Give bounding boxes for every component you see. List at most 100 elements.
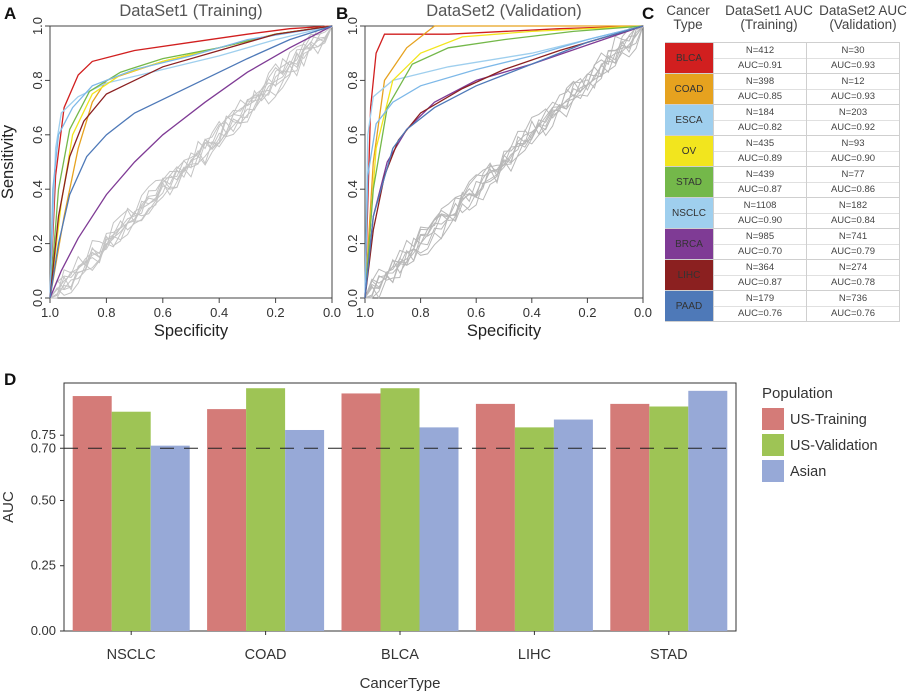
x-tick-label: 1.0 (41, 305, 59, 320)
roc-curve-esca (49, 25, 333, 299)
auc-value: AUC=0.90 (737, 215, 783, 227)
roc-curve-coad (364, 25, 643, 299)
x-tick-label: NSCLC (107, 647, 156, 663)
y-tick-label: 0.75 (31, 427, 56, 442)
bar-us-training-stad (610, 403, 650, 631)
auc-value: AUC=0.79 (830, 246, 876, 258)
legend-label-asian: Asian (790, 464, 826, 480)
sample-count: N=398 (714, 74, 806, 90)
roc-curve-blca (364, 25, 644, 299)
roc-curve-lihc (49, 25, 333, 299)
x-axis-title: Specificity (467, 322, 542, 340)
x-tick-label: STAD (650, 647, 688, 663)
roc-curve-paad (49, 25, 333, 299)
auc-bar-chart: 0.00 0.25 0.50 0.700.75 AUC NSCLC COAD BLCA LIHC… (0, 382, 878, 692)
auc-cell: N=274 AUC=0.78 (806, 260, 900, 290)
auc-value: AUC=0.86 (830, 184, 876, 196)
roc-curve-nsclc (49, 25, 333, 299)
y-tick-label: 0.50 (31, 492, 56, 507)
random-roc-curve (364, 25, 644, 299)
auc-cell: N=741 AUC=0.79 (806, 229, 900, 259)
y-tick-label: 0.2 (345, 235, 360, 253)
y-tick-label: 0.8 (345, 71, 360, 89)
roc-curve-paad (364, 25, 644, 299)
x-tick-label: LIHC (518, 647, 551, 663)
x-tick-label: 0.8 (412, 305, 430, 320)
auc-cell: N=398 AUC=0.85 (713, 74, 806, 104)
roc-chart-validation: DataSet2 (Validation) 1.0 0.8 0.6 0.4 0.2 0.0 0… (345, 2, 652, 340)
auc-cell: N=77 AUC=0.86 (806, 167, 900, 197)
x-tick-label: 0.2 (578, 305, 596, 320)
random-roc-curve (49, 25, 333, 299)
auc-cell: N=182 AUC=0.84 (806, 198, 900, 228)
auc-value: AUC=0.76 (830, 308, 876, 320)
x-tick-label: COAD (245, 647, 287, 663)
auc-value: AUC=0.78 (830, 277, 876, 289)
legend-swatch-us-training (762, 408, 784, 430)
sample-count: N=30 (807, 43, 899, 59)
y-tick-label: 0.0 (345, 289, 360, 307)
y-tick-label: 0.2 (30, 235, 45, 253)
auc-value: AUC=0.82 (737, 122, 783, 134)
sample-count: N=93 (807, 136, 899, 152)
x-tick-label: 0.6 (154, 305, 172, 320)
cancer-type-swatch: LIHC (665, 260, 713, 290)
table-row: LIHC N=364 AUC=0.87 N=274 AUC=0.78 (665, 260, 900, 291)
random-roc-curve (49, 25, 333, 299)
cancer-type-swatch: PAAD (665, 291, 713, 321)
roc-curve-blca (49, 25, 333, 299)
sample-count: N=1108 (714, 198, 806, 214)
bar-us-training-nsclc (72, 396, 112, 631)
table-row: OV N=435 AUC=0.89 N=93 AUC=0.90 (665, 136, 900, 167)
legend-label-us-validation: US-Validation (790, 438, 878, 454)
roc-curve-nsclc (364, 25, 644, 299)
auc-value: AUC=0.76 (737, 308, 783, 320)
auc-cell: N=435 AUC=0.89 (713, 136, 806, 166)
sample-count: N=736 (807, 291, 899, 307)
cancer-type-swatch: NSCLC (665, 198, 713, 228)
bar-asian-stad (688, 390, 728, 631)
sample-count: N=985 (714, 229, 806, 245)
sample-count: N=12 (807, 74, 899, 90)
bar-us-validation-coad (246, 388, 286, 631)
auc-cell: N=184 AUC=0.82 (713, 105, 806, 135)
auc-cell: N=736 AUC=0.76 (806, 291, 900, 321)
bar-us-training-coad (207, 409, 247, 631)
auc-cell: N=439 AUC=0.87 (713, 167, 806, 197)
table-header: Cancer Type DataSet1 AUC (Training) Data… (663, 2, 913, 40)
bar-us-training-lihc (475, 403, 515, 631)
random-roc-curve (364, 25, 643, 299)
y-tick-label: 0.4 (30, 180, 45, 198)
panel-label-c: C (642, 4, 654, 23)
bar-us-validation-stad (649, 406, 689, 631)
sample-count: N=77 (807, 167, 899, 183)
x-tick-label: 0.4 (523, 305, 541, 320)
y-axis-title: AUC (0, 491, 17, 523)
roc-chart-training: DataSet1 (Training) 1.0 0.8 0.6 0.4 0.2 0.0 0.0… (0, 2, 341, 340)
cancer-type-swatch: STAD (665, 167, 713, 197)
x-tick-label: 0.0 (634, 305, 652, 320)
y-tick-label: 0.4 (345, 180, 360, 198)
table-row: ESCA N=184 AUC=0.82 N=203 AUC=0.92 (665, 105, 900, 136)
random-roc-curve (364, 25, 643, 299)
cancer-type-swatch: BLCA (665, 43, 713, 73)
cancer-type-swatch: COAD (665, 74, 713, 104)
table-row: BRCA N=985 AUC=0.70 N=741 AUC=0.79 (665, 229, 900, 260)
header-cancer-type: Cancer Type (666, 3, 710, 32)
y-tick-label: 0.0 (30, 289, 45, 307)
table-row: COAD N=398 AUC=0.85 N=12 AUC=0.93 (665, 74, 900, 105)
x-tick-label: 0.2 (267, 305, 285, 320)
auc-cell: N=1108 AUC=0.90 (713, 198, 806, 228)
auc-value: AUC=0.93 (830, 60, 876, 72)
y-axis-title: Sensitivity (0, 124, 17, 199)
sample-count: N=184 (714, 105, 806, 121)
x-axis-title: CancerType (360, 675, 441, 692)
legend-swatch-asian (762, 460, 784, 482)
roc-curve-stad (364, 25, 644, 299)
y-tick-label: 0.00 (31, 623, 56, 638)
sample-count: N=182 (807, 198, 899, 214)
bar-us-validation-lihc (514, 427, 554, 631)
table-row: PAAD N=179 AUC=0.76 N=736 AUC=0.76 (665, 291, 900, 322)
sample-count: N=439 (714, 167, 806, 183)
